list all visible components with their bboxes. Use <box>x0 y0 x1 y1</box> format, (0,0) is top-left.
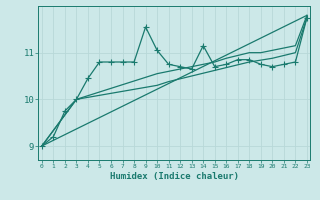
X-axis label: Humidex (Indice chaleur): Humidex (Indice chaleur) <box>110 172 239 181</box>
